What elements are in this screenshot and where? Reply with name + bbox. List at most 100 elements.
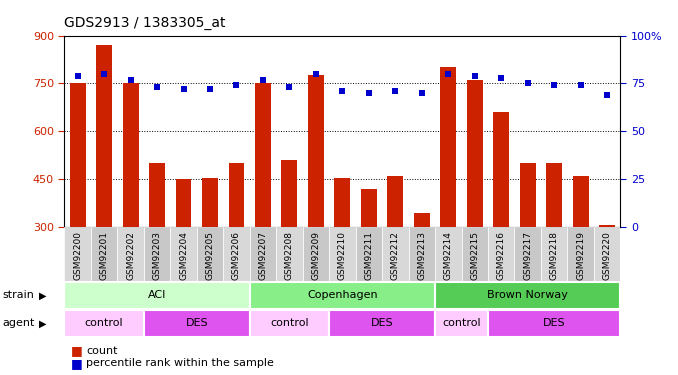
Point: [549, 82, 559, 88]
Point: [601, 92, 612, 98]
Text: GSM92216: GSM92216: [497, 231, 506, 280]
Point: [496, 75, 506, 81]
Text: GSM92206: GSM92206: [232, 231, 241, 280]
Bar: [149, 163, 165, 227]
Bar: [515, 227, 541, 281]
Bar: [599, 225, 615, 227]
Bar: [488, 227, 515, 281]
Text: DES: DES: [543, 318, 565, 328]
Bar: [223, 227, 250, 281]
Bar: [250, 310, 329, 337]
Bar: [302, 227, 329, 281]
Bar: [334, 178, 351, 227]
Bar: [356, 227, 382, 281]
Bar: [387, 176, 403, 227]
Text: GSM92211: GSM92211: [364, 231, 374, 280]
Bar: [228, 163, 245, 227]
Bar: [435, 310, 488, 337]
Bar: [541, 227, 567, 281]
Point: [284, 84, 295, 90]
Bar: [594, 227, 620, 281]
Text: GSM92215: GSM92215: [471, 231, 479, 280]
Text: agent: agent: [3, 318, 35, 328]
Point: [178, 86, 189, 92]
Text: GSM92202: GSM92202: [126, 231, 135, 280]
Text: GSM92207: GSM92207: [258, 231, 267, 280]
Point: [258, 76, 268, 82]
Text: GSM92212: GSM92212: [391, 231, 400, 280]
Bar: [488, 310, 620, 337]
Bar: [202, 178, 218, 227]
Text: ▶: ▶: [39, 318, 47, 328]
Point: [443, 71, 454, 77]
Bar: [144, 310, 250, 337]
Bar: [546, 163, 562, 227]
Point: [231, 82, 242, 88]
Text: GSM92209: GSM92209: [311, 231, 321, 280]
Text: GSM92205: GSM92205: [205, 231, 214, 280]
Text: ▶: ▶: [39, 290, 47, 300]
Point: [416, 90, 427, 96]
Bar: [409, 227, 435, 281]
Bar: [117, 227, 144, 281]
Text: control: control: [85, 318, 123, 328]
Bar: [64, 310, 144, 337]
Bar: [96, 45, 112, 227]
Bar: [573, 176, 589, 227]
Bar: [70, 84, 85, 227]
Bar: [91, 227, 117, 281]
Bar: [64, 227, 91, 281]
Bar: [281, 160, 298, 227]
Bar: [250, 227, 276, 281]
Text: GSM92201: GSM92201: [100, 231, 108, 280]
Bar: [435, 227, 462, 281]
Text: ACI: ACI: [148, 290, 166, 300]
Point: [469, 73, 480, 79]
Text: GSM92218: GSM92218: [550, 231, 559, 280]
Point: [337, 88, 348, 94]
Text: Copenhagen: Copenhagen: [307, 290, 378, 300]
Bar: [170, 227, 197, 281]
Text: ■: ■: [71, 357, 83, 370]
Text: GSM92204: GSM92204: [179, 231, 188, 280]
Text: GSM92219: GSM92219: [576, 231, 585, 280]
Bar: [494, 112, 509, 227]
Bar: [520, 163, 536, 227]
Point: [152, 84, 163, 90]
Bar: [255, 84, 271, 227]
Text: strain: strain: [3, 290, 35, 300]
Point: [205, 86, 216, 92]
Bar: [440, 68, 456, 227]
Bar: [329, 227, 356, 281]
Point: [311, 71, 321, 77]
Text: GSM92208: GSM92208: [285, 231, 294, 280]
Text: GSM92213: GSM92213: [418, 231, 426, 280]
Bar: [435, 282, 620, 309]
Point: [125, 76, 136, 82]
Text: count: count: [86, 345, 117, 355]
Bar: [250, 282, 435, 309]
Bar: [329, 310, 435, 337]
Bar: [276, 227, 302, 281]
Text: GSM92200: GSM92200: [73, 231, 82, 280]
Text: GSM92203: GSM92203: [153, 231, 161, 280]
Point: [99, 71, 110, 77]
Bar: [197, 227, 223, 281]
Bar: [382, 227, 409, 281]
Text: GSM92210: GSM92210: [338, 231, 347, 280]
Text: DES: DES: [371, 318, 393, 328]
Text: control: control: [442, 318, 481, 328]
Bar: [308, 75, 324, 227]
Text: control: control: [270, 318, 308, 328]
Text: ■: ■: [71, 344, 83, 357]
Text: GDS2913 / 1383305_at: GDS2913 / 1383305_at: [64, 16, 226, 30]
Text: GSM92217: GSM92217: [523, 231, 532, 280]
Bar: [64, 282, 250, 309]
Bar: [176, 179, 191, 227]
Bar: [567, 227, 594, 281]
Text: percentile rank within the sample: percentile rank within the sample: [86, 358, 274, 368]
Text: Brown Norway: Brown Norway: [487, 290, 568, 300]
Text: GSM92214: GSM92214: [444, 231, 453, 280]
Point: [390, 88, 401, 94]
Bar: [144, 227, 170, 281]
